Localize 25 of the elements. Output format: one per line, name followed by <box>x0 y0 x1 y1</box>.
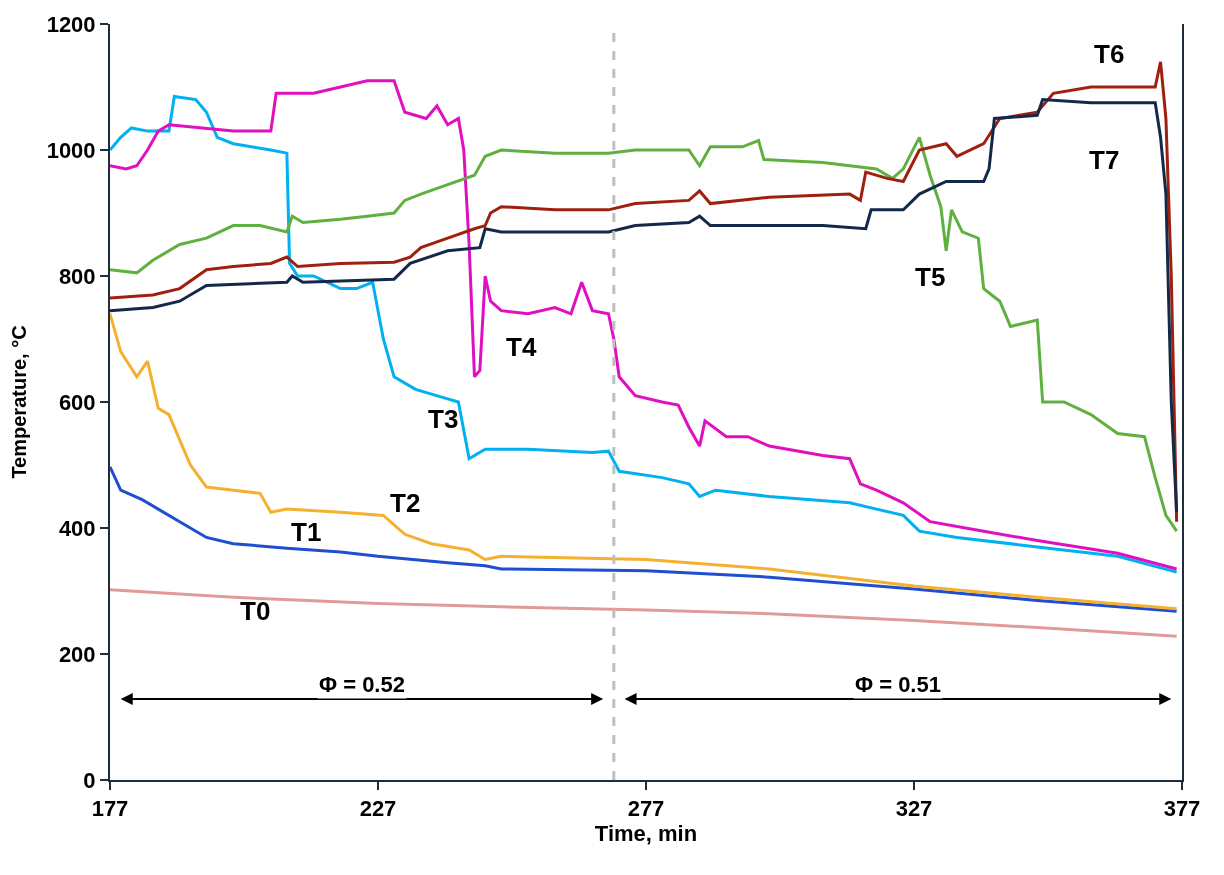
series-label: T5 <box>915 262 946 292</box>
x-tick-label: 277 <box>627 796 665 822</box>
series-label: T3 <box>428 404 459 434</box>
series-label: T6 <box>1094 39 1125 69</box>
x-tick-label: 227 <box>359 796 397 822</box>
series-label: T1 <box>291 517 322 547</box>
annotation: Φ = 0.51 <box>855 672 941 697</box>
series-label: T7 <box>1089 145 1120 175</box>
x-tick-label: 377 <box>1163 796 1201 822</box>
y-tick-label: 200 <box>58 641 96 667</box>
y-tick-label: 1000 <box>46 137 96 163</box>
line-series <box>110 588 1179 638</box>
annotation: Φ = 0.52 <box>319 672 405 697</box>
y-tick-label: 600 <box>58 389 96 415</box>
x-tick-label: 177 <box>91 796 129 822</box>
series-label: T4 <box>506 332 537 362</box>
y-tick-label: 0 <box>83 767 96 793</box>
x-axis-title: Time, min <box>594 821 698 847</box>
series-label: T2 <box>390 488 421 518</box>
series-label: T0 <box>240 596 271 626</box>
y-tick-label: 800 <box>58 263 96 289</box>
y-tick-label: 1200 <box>46 11 96 37</box>
y-tick-label: 400 <box>58 515 96 541</box>
x-tick-label: 327 <box>895 796 933 822</box>
y-axis-title: Temperature, °C <box>7 325 30 479</box>
